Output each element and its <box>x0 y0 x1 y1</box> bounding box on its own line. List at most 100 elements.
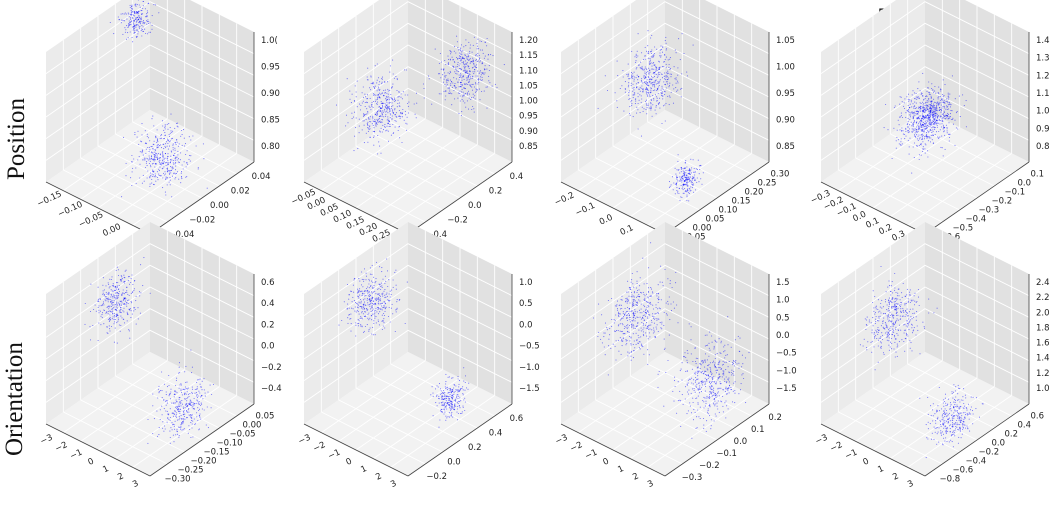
trajectory-point <box>929 94 930 95</box>
trajectory-point <box>928 92 929 93</box>
trajectory-point <box>948 118 949 119</box>
trajectory-point <box>173 164 174 165</box>
trajectory-point <box>184 371 185 372</box>
trajectory-point <box>922 131 923 132</box>
trajectory-point <box>624 314 625 315</box>
trajectory-point <box>166 165 167 166</box>
trajectory-point <box>164 425 165 426</box>
trajectory-point <box>178 411 179 412</box>
trajectory-point <box>637 51 638 52</box>
trajectory-point <box>445 90 446 91</box>
trajectory-point <box>943 102 944 103</box>
trajectory-point <box>387 116 388 117</box>
trajectory-point <box>484 68 485 69</box>
trajectory-point <box>381 119 382 120</box>
trajectory-point <box>922 126 923 127</box>
trajectory-point <box>367 111 368 112</box>
trajectory-point <box>464 390 465 391</box>
trajectory-point <box>358 305 359 306</box>
trajectory-point <box>157 436 158 437</box>
trajectory-point <box>932 139 933 140</box>
trajectory-point <box>124 281 125 282</box>
trajectory-point <box>692 182 693 183</box>
trajectory-point <box>155 150 156 151</box>
trajectory-point <box>112 318 113 319</box>
trajectory-point <box>469 94 470 95</box>
trajectory-point <box>919 159 920 160</box>
trajectory-point <box>117 304 118 305</box>
trajectory-point <box>390 126 391 127</box>
trajectory-point <box>379 284 380 285</box>
trajectory-point <box>373 145 374 146</box>
trajectory-point <box>930 141 931 142</box>
trajectory-point <box>637 302 638 303</box>
trajectory-point <box>393 132 394 133</box>
trajectory-point <box>133 310 134 311</box>
trajectory-point <box>167 158 168 159</box>
trajectory-point <box>137 20 138 21</box>
trajectory-point <box>646 100 647 101</box>
trajectory-point <box>135 13 136 14</box>
trajectory-point <box>941 123 942 124</box>
trajectory-point <box>692 178 693 179</box>
trajectory-point <box>925 144 926 145</box>
trajectory-point <box>650 302 651 303</box>
trajectory-point <box>141 25 142 26</box>
trajectory-point <box>131 293 132 294</box>
trajectory-point <box>448 59 449 60</box>
trajectory-point <box>654 73 655 74</box>
trajectory-point <box>372 327 373 328</box>
trajectory-point <box>609 334 610 335</box>
trajectory-point <box>686 196 687 197</box>
trajectory-point <box>382 103 383 104</box>
trajectory-point <box>153 184 154 185</box>
trajectory-point <box>458 49 459 50</box>
trajectory-point <box>644 306 645 307</box>
trajectory-point <box>488 80 489 81</box>
trajectory-point <box>180 390 181 391</box>
trajectory-point <box>946 115 947 116</box>
trajectory-point <box>658 331 659 332</box>
trajectory-point <box>465 88 466 89</box>
trajectory-point <box>169 141 170 142</box>
trajectory-point <box>468 383 469 384</box>
trajectory-point <box>922 134 923 135</box>
trajectory-point <box>615 331 616 332</box>
trajectory-point <box>169 182 170 183</box>
trajectory-point <box>167 153 168 154</box>
trajectory-point <box>645 83 646 84</box>
trajectory-point <box>952 118 953 119</box>
trajectory-point <box>622 318 623 319</box>
trajectory-point <box>455 385 456 386</box>
trajectory-point <box>378 110 379 111</box>
trajectory-point <box>162 177 163 178</box>
trajectory-point <box>149 158 150 159</box>
trajectory-point <box>190 422 191 423</box>
trajectory-point <box>186 411 187 412</box>
trajectory-point <box>917 125 918 126</box>
trajectory-point <box>457 66 458 67</box>
trajectory-point <box>631 85 632 86</box>
trajectory-point <box>463 87 464 88</box>
trajectory-point <box>175 160 176 161</box>
trajectory-point <box>929 119 930 120</box>
trajectory-point <box>100 299 101 300</box>
trajectory-point <box>646 81 647 82</box>
trajectory-point <box>914 115 915 116</box>
trajectory-point <box>174 410 175 411</box>
trajectory-point <box>181 392 182 393</box>
trajectory-point <box>937 116 938 117</box>
trajectory-point <box>182 134 183 135</box>
z-tick-label: 0.85 <box>776 142 795 152</box>
trajectory-point <box>169 431 170 432</box>
trajectory-point <box>162 154 163 155</box>
trajectory-point <box>377 124 378 125</box>
trajectory-point <box>641 136 642 137</box>
trajectory-point <box>178 437 179 438</box>
trajectory-point <box>349 99 350 100</box>
trajectory-point <box>441 411 442 412</box>
x-tick-label: 0.00 <box>101 222 122 239</box>
trajectory-point <box>475 67 476 68</box>
trajectory-point <box>440 410 441 411</box>
trajectory-point <box>902 117 903 118</box>
